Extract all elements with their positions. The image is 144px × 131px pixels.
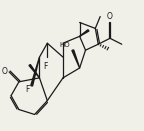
Polygon shape [72, 50, 80, 68]
Polygon shape [80, 30, 89, 36]
Text: F: F [43, 62, 48, 71]
Text: F: F [25, 85, 30, 94]
Polygon shape [29, 65, 39, 78]
Text: HO: HO [60, 42, 70, 48]
Text: O: O [2, 67, 8, 76]
Text: O: O [107, 12, 113, 21]
Polygon shape [31, 57, 39, 86]
